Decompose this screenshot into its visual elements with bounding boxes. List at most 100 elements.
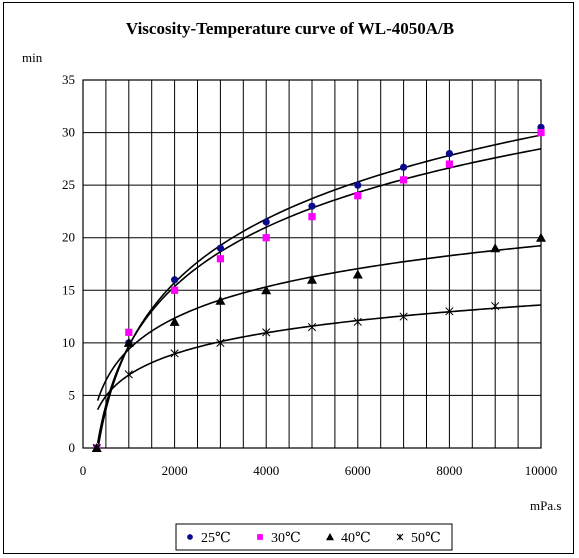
legend-item: 50℃ <box>396 531 441 546</box>
y-tick-label: 10 <box>62 335 75 350</box>
data-point <box>125 328 133 336</box>
legend-label: 25℃ <box>201 531 231 546</box>
marker-triangle <box>490 243 501 253</box>
data-point <box>216 255 224 263</box>
marker-triangle <box>307 274 317 284</box>
data-point <box>400 176 408 184</box>
marker-triangle <box>169 316 180 326</box>
data-point <box>308 213 316 221</box>
y-tick-labels: 0 5 10 15 20 25 30 35 <box>62 72 75 455</box>
legend-label: 40℃ <box>341 531 371 546</box>
chart-title: Viscosity-Temperature curve of WL-4050A/… <box>126 19 454 38</box>
data-point <box>491 301 500 311</box>
data-point <box>124 370 133 379</box>
data-point <box>262 218 270 226</box>
data-point <box>307 322 317 332</box>
data-point <box>326 533 334 541</box>
y-tick-label: 30 <box>62 125 75 140</box>
x-tick-label: 8000 <box>436 463 462 478</box>
x-tick-label: 2000 <box>162 463 188 478</box>
chart-frame <box>3 2 574 554</box>
y-tick-label: 20 <box>62 230 75 245</box>
fit-curve <box>97 134 542 449</box>
data-point <box>170 349 179 358</box>
marker-triangle <box>215 295 226 305</box>
marker-circle <box>187 534 193 540</box>
fit-curve <box>96 304 542 411</box>
marker-square <box>308 213 316 221</box>
fit-curve <box>96 148 542 444</box>
marker-circle <box>216 244 224 252</box>
y-tick-label: 35 <box>62 72 75 87</box>
x-tick-label: 4000 <box>253 463 279 478</box>
x-tick-labels: 0 2000 4000 6000 8000 10000 <box>80 463 558 478</box>
data-point <box>308 202 316 210</box>
marker-triangle <box>261 285 272 295</box>
data-point <box>490 243 501 253</box>
marker-circle <box>400 163 408 171</box>
legend: 25℃ 30℃ 40℃ 50℃ <box>175 523 453 551</box>
fit-curves <box>96 134 542 449</box>
y-tick-label: 0 <box>69 440 76 455</box>
fit-curve <box>96 244 542 401</box>
x-tick-label: 6000 <box>345 463 371 478</box>
data-point <box>353 317 362 326</box>
data-point <box>399 312 408 321</box>
data-point <box>262 328 271 337</box>
marker-square <box>445 160 453 168</box>
data-point <box>445 307 454 316</box>
legend-label: 30℃ <box>271 531 301 546</box>
data-point <box>261 285 272 295</box>
data-point <box>445 150 453 158</box>
y-tick-label: 15 <box>62 282 75 297</box>
data-point <box>400 163 408 171</box>
data-point <box>171 276 179 284</box>
marker-square <box>216 255 224 263</box>
legend-item: 30℃ <box>257 531 301 546</box>
marker-triangle <box>326 533 334 541</box>
marker-circle <box>354 181 362 189</box>
x-axis-label: mPa.s <box>530 498 561 513</box>
marker-square <box>262 234 270 242</box>
data-point <box>352 269 363 279</box>
marker-triangle <box>352 269 363 279</box>
marker-square <box>354 192 362 200</box>
data-point <box>354 192 362 200</box>
data-point <box>169 316 180 326</box>
marker-square <box>400 176 408 184</box>
y-tick-label: 25 <box>62 177 75 192</box>
data-point <box>216 244 224 252</box>
data-point <box>123 337 134 347</box>
data-point <box>354 181 362 189</box>
grid <box>82 79 542 449</box>
marker-triangle <box>536 232 546 242</box>
data-point <box>216 338 225 347</box>
plot-area-border <box>82 79 542 449</box>
legend-item: 40℃ <box>326 531 371 546</box>
x-tick-label: 0 <box>80 463 87 478</box>
data-point <box>396 533 404 541</box>
data-point <box>445 160 453 168</box>
marker-square <box>125 328 133 336</box>
marker-square <box>171 286 179 294</box>
data-point <box>536 232 546 242</box>
marker-circle <box>445 150 453 158</box>
legend-label: 50℃ <box>411 531 441 546</box>
x-tick-label: 10000 <box>525 463 558 478</box>
legend-box <box>175 523 453 551</box>
data-point <box>262 234 270 242</box>
data-points <box>91 123 546 453</box>
marker-circle <box>308 202 316 210</box>
legend-item: 25℃ <box>187 531 231 546</box>
data-point <box>92 443 101 453</box>
y-axis-label: min <box>22 50 43 65</box>
marker-square <box>537 128 545 137</box>
data-point <box>187 534 193 540</box>
data-point <box>257 534 263 540</box>
data-point <box>307 274 317 284</box>
marker-circle <box>262 218 270 226</box>
data-point <box>537 128 545 137</box>
marker-triangle <box>123 337 134 347</box>
data-point <box>171 286 179 294</box>
